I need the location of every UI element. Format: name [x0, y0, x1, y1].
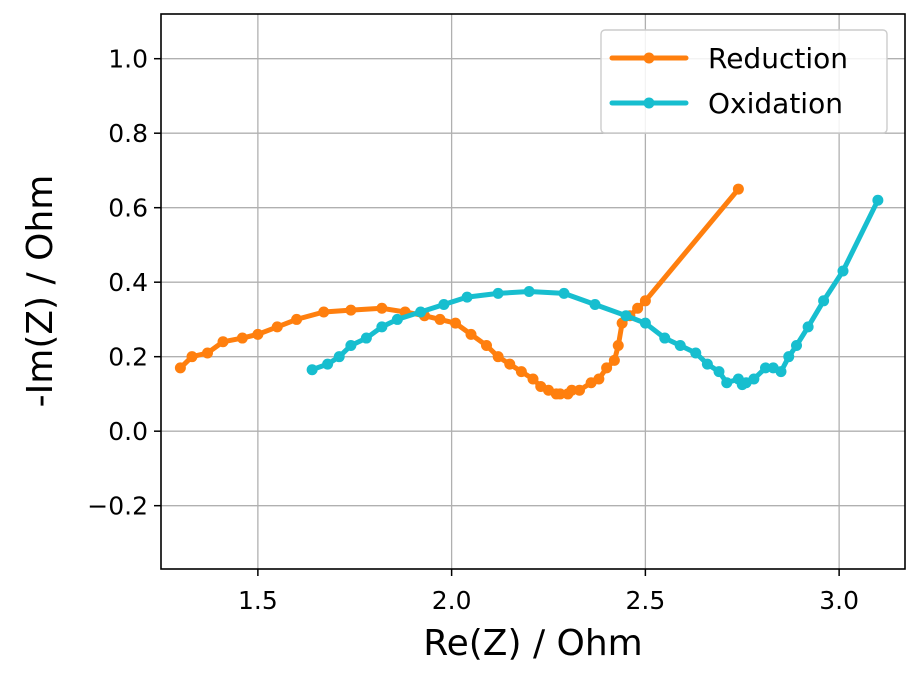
data-point-oxidation [701, 358, 713, 370]
legend: Reduction Oxidation [600, 29, 888, 134]
x-tick-label: 2.0 [432, 586, 472, 615]
y-tick-label: 0.6 [108, 194, 148, 223]
x-tick-label: 2.5 [625, 586, 665, 615]
data-point-oxidation [690, 347, 702, 359]
legend-label-reduction: Reduction [708, 42, 848, 75]
x-axis-ticks: 1.5 2.0 2.5 3.0 [238, 569, 859, 615]
data-point-reduction [174, 362, 186, 374]
data-point-oxidation [837, 265, 849, 277]
data-point-oxidation [306, 364, 318, 376]
data-point-reduction [593, 373, 605, 385]
data-point-oxidation [783, 351, 795, 363]
data-point-oxidation [558, 287, 570, 299]
data-point-oxidation [802, 321, 814, 333]
data-point-reduction [252, 328, 264, 340]
data-point-oxidation [791, 340, 802, 352]
data-point-reduction [639, 295, 651, 307]
data-point-oxidation [391, 313, 403, 325]
y-axis-ticks: −0.2 0.0 0.2 0.4 0.6 0.8 1.0 [87, 45, 161, 521]
x-axis-label: Re(Z) / Ohm [423, 623, 643, 664]
data-point-oxidation [589, 299, 601, 311]
data-point-oxidation [760, 362, 771, 374]
data-point-reduction [632, 302, 644, 314]
data-point-oxidation [721, 377, 733, 389]
y-axis-label: -Im(Z) / Ohm [20, 175, 61, 408]
data-point-reduction [601, 362, 613, 374]
data-point-reduction [515, 366, 527, 378]
series-layer [174, 183, 884, 400]
data-point-oxidation [523, 286, 535, 297]
data-point-oxidation [492, 287, 504, 299]
data-point-oxidation [639, 317, 651, 329]
data-point-oxidation [620, 310, 632, 322]
data-point-reduction [566, 384, 578, 396]
data-point-oxidation [345, 340, 357, 352]
data-point-reduction [271, 321, 283, 333]
data-point-oxidation [333, 351, 345, 363]
series-line-reduction [177, 186, 741, 397]
data-point-reduction [202, 347, 213, 359]
data-point-reduction [527, 373, 539, 385]
plot-frame [160, 13, 906, 570]
y-tick-label: −0.2 [87, 492, 148, 521]
data-point-reduction [450, 317, 461, 329]
data-point-reduction [434, 313, 446, 325]
legend-label-oxidation: Oxidation [708, 87, 843, 120]
y-tick-label: 0.4 [108, 268, 148, 297]
data-point-reduction [554, 388, 566, 400]
data-point-oxidation [872, 194, 884, 206]
data-point-oxidation [748, 373, 760, 385]
data-point-reduction [236, 332, 248, 344]
data-point-oxidation [322, 358, 334, 370]
data-point-oxidation [775, 366, 787, 378]
data-point-reduction [376, 302, 388, 314]
legend-marker-oxidation [643, 97, 655, 109]
data-point-reduction [574, 384, 585, 396]
data-point-reduction [291, 313, 303, 325]
y-tick-label: 0.8 [108, 119, 148, 148]
data-point-oxidation [659, 332, 671, 344]
data-point-reduction [345, 304, 357, 316]
data-point-oxidation [713, 366, 725, 378]
data-point-reduction [492, 351, 504, 363]
y-tick-label: 1.0 [108, 45, 148, 74]
data-point-oxidation [376, 321, 388, 333]
data-point-reduction [217, 336, 229, 348]
x-tick-label: 1.5 [238, 586, 278, 615]
data-point-reduction [504, 358, 516, 370]
data-point-oxidation [438, 299, 450, 311]
y-tick-label: 0.2 [108, 343, 148, 372]
data-point-reduction [608, 354, 620, 366]
data-point-oxidation [818, 295, 830, 307]
data-point-reduction [318, 306, 330, 318]
y-tick-label: 0.0 [108, 417, 148, 446]
data-point-reduction [481, 340, 492, 352]
data-point-reduction [186, 351, 198, 363]
data-point-oxidation [415, 306, 427, 318]
legend-marker-reduction [643, 52, 655, 64]
data-point-reduction [732, 183, 744, 195]
data-point-oxidation [674, 340, 686, 352]
data-point-reduction [465, 328, 477, 340]
data-point-reduction [612, 340, 624, 352]
data-point-oxidation [360, 332, 372, 344]
x-tick-label: 3.0 [819, 586, 859, 615]
data-point-oxidation [461, 291, 473, 303]
